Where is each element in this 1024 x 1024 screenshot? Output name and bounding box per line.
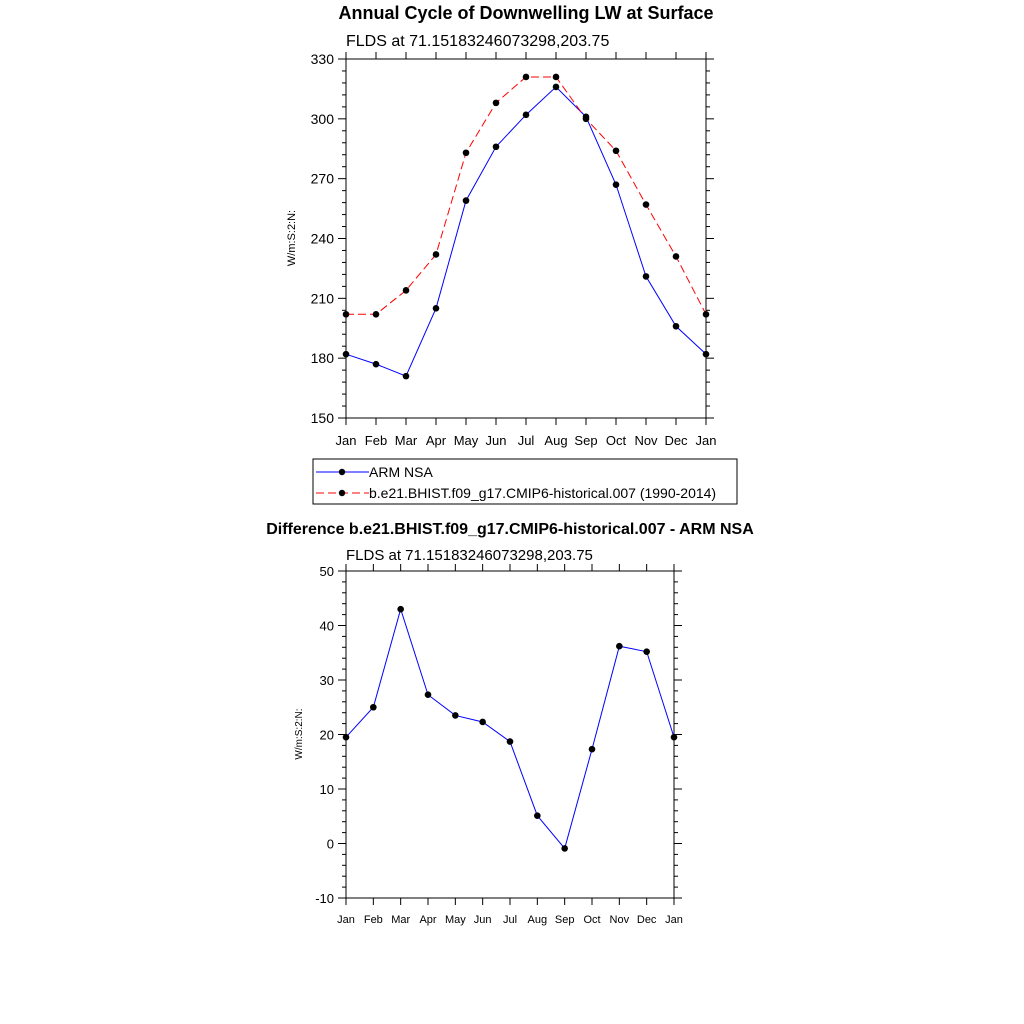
x-tick-label: Sep [574, 433, 597, 448]
data-point-s0-11 [643, 648, 650, 655]
chart-title: Difference b.e21.BHIST.f09_g17.CMIP6-his… [266, 521, 754, 538]
y-tick-label: -10 [315, 891, 334, 906]
chart-title: Annual Cycle of Downwelling LW at Surfac… [338, 3, 713, 23]
data-point-s1-6 [522, 73, 530, 81]
data-point-s0-2 [397, 605, 404, 613]
data-point-s1-8 [582, 115, 590, 123]
legend: ARM NSA b.e21.BHIST.f09_g17.CMIP6-histor… [312, 458, 738, 505]
y-tick-label: 20 [320, 728, 334, 743]
x-tick-label: Jun [474, 914, 492, 926]
data-point-s1-9 [612, 147, 620, 155]
legend-box [312, 458, 738, 505]
x-tick-label: Mar [391, 914, 410, 926]
chart-subtitle: FLDS at 71.15183246073298,203.75 [346, 547, 593, 564]
data-point-s0-8 [561, 845, 568, 852]
data-point-s0-6 [506, 738, 514, 745]
data-point-s1-11 [672, 253, 680, 260]
plot-area: Jan Feb Mar Apr May Jun Jul Aug Sep Oct Nov Dec Jan-… [315, 564, 683, 926]
data-point-s0-6 [522, 111, 530, 119]
data-point-s0-1 [372, 360, 380, 368]
x-tick-label: Jan [337, 914, 355, 926]
y-tick-label: 0 [327, 837, 334, 852]
x-tick-label: May [454, 433, 479, 448]
data-point-s1-5 [492, 99, 500, 107]
x-tick-label: May [445, 914, 466, 926]
data-point-s0-9 [588, 745, 596, 753]
y-tick-label: 150 [311, 410, 335, 426]
data-point-s1-10 [642, 201, 650, 208]
x-tick-label: Oct [583, 914, 600, 926]
plot-frame [345, 570, 675, 899]
x-tick-label: Jul [518, 433, 535, 448]
x-tick-label: Nov [610, 914, 630, 926]
series-line-0 [345, 607, 675, 850]
plot-area: Jan Feb Mar Apr May Jun Jul Aug Sep Oct Nov Dec Jan1… [311, 51, 717, 448]
y-tick-label: 10 [320, 782, 334, 797]
data-point-s0-12 [670, 733, 678, 741]
y-tick-label: 240 [311, 231, 335, 247]
annual-cycle-chart: Annual Cycle of Downwelling LW at Surfac… [286, 3, 716, 448]
data-point-s0-9 [612, 181, 620, 188]
y-tick-label: 40 [320, 619, 334, 634]
legend-label-model: b.e21.BHIST.f09_g17.CMIP6-historical.007… [369, 485, 716, 501]
data-point-s0-0 [342, 350, 350, 358]
data-point-s0-12 [702, 350, 710, 358]
difference-chart: Difference b.e21.BHIST.f09_g17.CMIP6-his… [266, 521, 754, 926]
data-point-s0-3 [424, 691, 432, 699]
data-point-s0-11 [672, 322, 680, 330]
legend-marker-model [338, 489, 346, 497]
data-point-s0-2 [402, 372, 410, 380]
x-tick-label: Apr [419, 914, 436, 926]
x-tick-label: Feb [365, 433, 387, 448]
y-axis-label: W/m:S:2:N: [294, 708, 305, 759]
data-point-s0-7 [552, 83, 560, 91]
x-tick-label: Mar [395, 433, 418, 448]
data-point-s1-2 [402, 287, 410, 294]
data-point-s0-3 [432, 305, 440, 312]
y-tick-label: 30 [320, 673, 334, 688]
y-tick-label: 210 [311, 290, 335, 306]
y-axis-label: W/m:S:2:N: [286, 210, 298, 266]
data-point-s1-0 [342, 310, 350, 318]
data-point-s1-12 [702, 310, 710, 318]
data-point-s0-10 [642, 273, 650, 280]
x-tick-label: Jan [665, 914, 683, 926]
data-point-s0-7 [534, 812, 541, 820]
y-tick-label: 180 [311, 350, 335, 366]
data-point-s1-7 [552, 73, 560, 81]
x-tick-label: Jul [503, 914, 517, 926]
x-tick-label: Feb [364, 914, 383, 926]
data-point-s0-4 [462, 197, 470, 204]
data-point-s0-5 [492, 143, 500, 151]
legend-marker-arm-nsa [338, 468, 346, 476]
x-tick-label: Sep [555, 914, 575, 926]
x-tick-label: Jan [696, 433, 717, 448]
y-tick-label: 300 [311, 111, 335, 127]
x-tick-label: Nov [634, 433, 658, 448]
x-tick-label: Jun [486, 433, 507, 448]
x-tick-label: Aug [528, 914, 548, 926]
data-point-s0-0 [342, 733, 350, 741]
data-point-s0-1 [370, 703, 377, 711]
data-point-s0-4 [452, 712, 459, 719]
data-point-s1-1 [372, 310, 380, 318]
y-tick-label: 270 [311, 171, 335, 187]
x-tick-label: Oct [606, 433, 627, 448]
x-tick-label: Dec [664, 433, 688, 448]
x-tick-label: Aug [544, 433, 567, 448]
y-tick-label: 330 [311, 51, 335, 67]
y-tick-label: 50 [320, 564, 334, 579]
x-tick-label: Apr [426, 433, 447, 448]
data-point-s1-4 [462, 149, 470, 157]
series-line-0 [345, 86, 707, 377]
data-point-s0-10 [616, 642, 623, 650]
legend-label-arm-nsa: ARM NSA [369, 464, 433, 480]
x-tick-label: Jan [336, 433, 357, 448]
x-tick-label: Dec [637, 914, 657, 926]
data-point-s0-5 [479, 718, 486, 726]
chart-subtitle: FLDS at 71.15183246073298,203.75 [346, 33, 609, 50]
data-point-s1-3 [432, 251, 440, 258]
